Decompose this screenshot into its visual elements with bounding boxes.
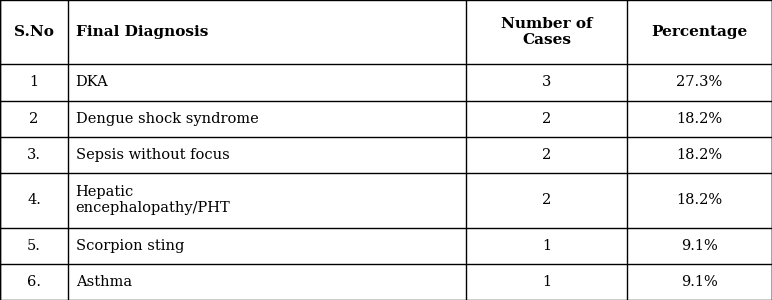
Text: Asthma: Asthma xyxy=(76,275,132,289)
Text: 18.2%: 18.2% xyxy=(676,112,723,126)
Text: 1: 1 xyxy=(542,275,551,289)
Text: 9.1%: 9.1% xyxy=(681,239,718,253)
Text: Percentage: Percentage xyxy=(652,25,747,39)
Text: 18.2%: 18.2% xyxy=(676,148,723,162)
Text: 2: 2 xyxy=(542,148,551,162)
Text: 1: 1 xyxy=(542,239,551,253)
Text: 2: 2 xyxy=(542,112,551,126)
Text: Scorpion sting: Scorpion sting xyxy=(76,239,184,253)
Text: Number of
Cases: Number of Cases xyxy=(501,17,592,47)
Text: 5.: 5. xyxy=(27,239,41,253)
Text: 9.1%: 9.1% xyxy=(681,275,718,289)
Text: 27.3%: 27.3% xyxy=(676,76,723,89)
Text: 6.: 6. xyxy=(27,275,41,289)
Text: Sepsis without focus: Sepsis without focus xyxy=(76,148,229,162)
Text: Hepatic
encephalopathy/PHT: Hepatic encephalopathy/PHT xyxy=(76,185,230,215)
Text: DKA: DKA xyxy=(76,76,108,89)
Text: S.No: S.No xyxy=(14,25,54,39)
Text: 2: 2 xyxy=(542,193,551,207)
Text: 18.2%: 18.2% xyxy=(676,193,723,207)
Text: 2: 2 xyxy=(29,112,39,126)
Text: 3: 3 xyxy=(542,76,551,89)
Text: Dengue shock syndrome: Dengue shock syndrome xyxy=(76,112,259,126)
Text: Final Diagnosis: Final Diagnosis xyxy=(76,25,208,39)
Text: 4.: 4. xyxy=(27,193,41,207)
Text: 1: 1 xyxy=(29,76,39,89)
Text: 3.: 3. xyxy=(27,148,41,162)
